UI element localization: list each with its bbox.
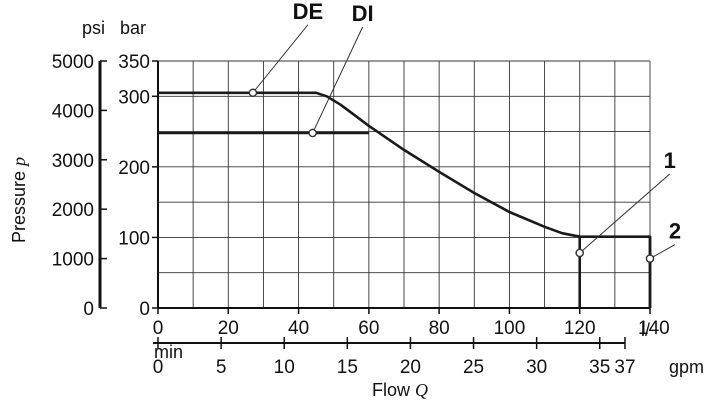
- annotation-label-di: DI: [352, 1, 374, 26]
- psi-tick-label: 4000: [52, 101, 94, 122]
- annotation-label-2: 2: [669, 219, 681, 244]
- psi-tick-label: 2000: [52, 200, 94, 221]
- lpm-unit-line1: l/: [641, 320, 650, 340]
- gpm-tick-label: 37: [614, 357, 635, 378]
- y-axis-title-text: Pressure: [9, 171, 29, 243]
- annotation-marker-2: [645, 254, 655, 263]
- psi-unit-label: psi: [82, 18, 105, 38]
- annotation-label-de: DE: [293, 0, 324, 24]
- bar-tick-label: 100: [118, 228, 150, 249]
- psi-tick-label: 1000: [52, 250, 94, 271]
- annotations: DE DI 1 2: [248, 0, 681, 263]
- annotation-leader-de: [252, 24, 309, 94]
- lpm-tick-label: 0: [153, 318, 164, 339]
- series: [158, 91, 652, 308]
- gpm-tick-label: 5: [216, 357, 227, 378]
- annotation-leader-1: [579, 173, 671, 254]
- bar-tick-label: 350: [118, 52, 150, 73]
- x-axis-title: Flow Q: [372, 380, 428, 400]
- annotation-marker-1: [575, 248, 585, 258]
- lpm-tick-label: 40: [288, 318, 309, 339]
- bar-tick-label: 300: [118, 87, 150, 108]
- gpm-unit-label: gpm: [669, 357, 704, 377]
- x-axis-symbol: Q: [415, 380, 428, 400]
- lpm-tick-label: 80: [429, 318, 450, 339]
- psi-tick-label: 5000: [52, 52, 94, 73]
- x-axis-title-text: Flow: [372, 380, 411, 400]
- gpm-tick-label: 0: [153, 357, 164, 378]
- lpm-tick-label: 60: [358, 318, 379, 339]
- bar-tick-label: 0: [139, 299, 150, 320]
- gpm-tick-label: 30: [526, 357, 547, 378]
- lpm-unit-line2: min: [154, 342, 183, 362]
- lpm-tick-label: 120: [564, 318, 596, 339]
- annotation-leader-2: [649, 244, 676, 260]
- psi-tick-label: 3000: [52, 151, 94, 172]
- bar-unit-label: bar: [120, 18, 146, 38]
- axes: [98, 60, 651, 349]
- lpm-tick-label: 100: [494, 318, 526, 339]
- gpm-tick-label: 35: [589, 357, 610, 378]
- y-axis-symbol: p: [9, 157, 29, 168]
- gpm-tick-label: 25: [463, 357, 484, 378]
- grid: [158, 60, 651, 308]
- gpm-tick-label: 20: [400, 357, 421, 378]
- series-line-de: [158, 91, 652, 308]
- bar-tick-label: 200: [118, 158, 150, 179]
- annotation-marker-de: [248, 88, 258, 98]
- gpm-tick-label: 15: [337, 357, 358, 378]
- gpm-tick-label: 10: [274, 357, 295, 378]
- annotation-label-1: 1: [664, 148, 676, 173]
- lpm-tick-label: 140: [638, 318, 670, 339]
- y-axis-title: Pressure p: [9, 157, 29, 243]
- annotation-marker-di: [308, 128, 317, 138]
- annotation-leader-di: [312, 26, 364, 134]
- lpm-tick-label: 20: [218, 318, 239, 339]
- psi-tick-label: 0: [83, 299, 94, 320]
